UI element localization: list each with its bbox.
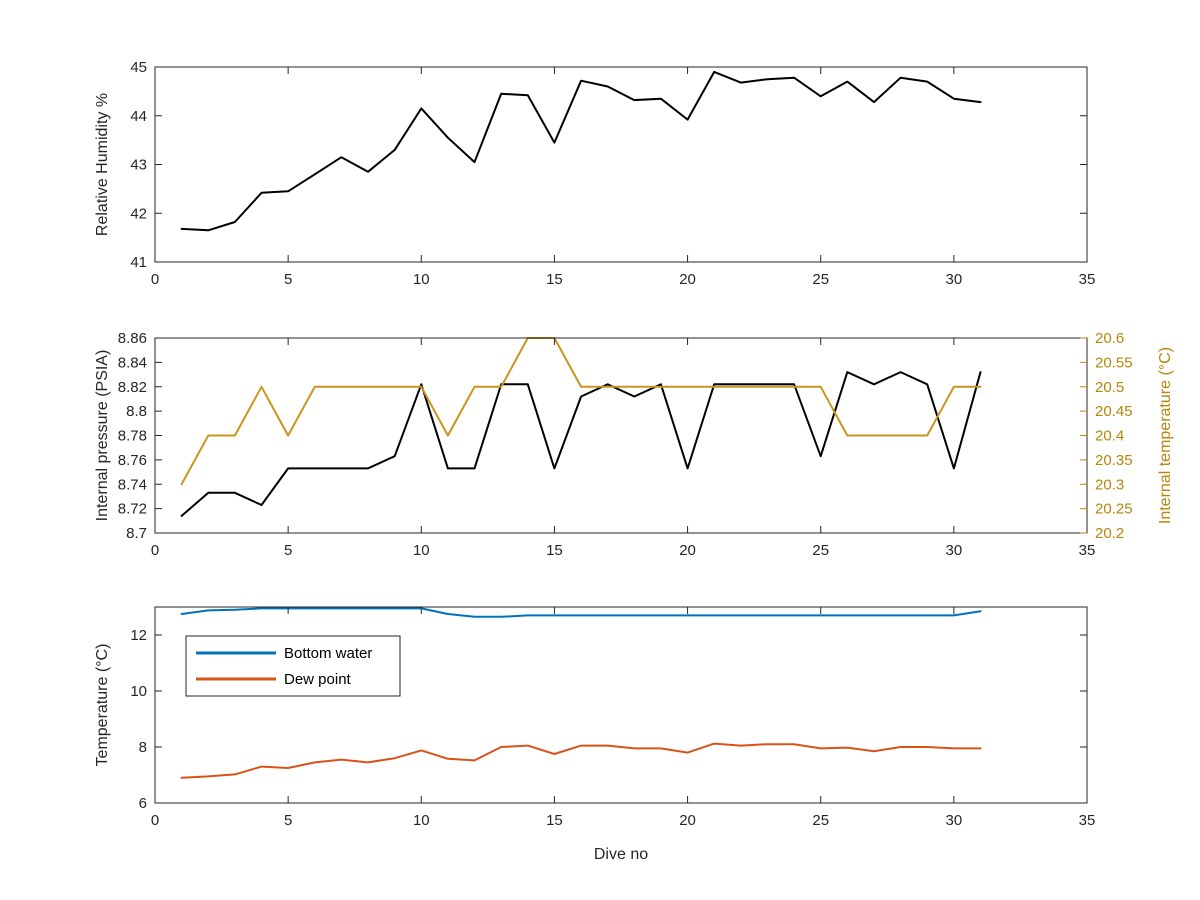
x-tick-label: 20 [679,271,696,288]
y-tick-label: 6 [139,795,147,812]
legend-box [185,635,401,697]
x-tick-label: 15 [546,271,563,288]
y-tick-label: 44 [130,108,147,125]
x-tick-label: 10 [413,271,430,288]
y2-tick-label: 20.35 [1095,452,1133,469]
x-tick-label: 25 [812,812,829,829]
y-tick-label: 8.7 [126,525,147,542]
y2-tick-label: 20.45 [1095,403,1133,420]
y-tick-label: 8.78 [118,428,147,445]
y-tick-label: 10 [130,683,147,700]
x-tick-label: 10 [413,812,430,829]
x-tick-label: 35 [1079,271,1096,288]
humidity-panel: 0 5 10 15 20 25 30 35 41 42 43 44 45 Relative Humidit… [94,59,1095,288]
x-tick-label: 15 [546,542,563,559]
y-tick-label: 12 [130,627,147,644]
y-tick-label: 8.72 [118,501,147,518]
y-tick-label: 8.76 [118,452,147,469]
plot-area-frame [154,606,1088,804]
plot-area-frame [154,66,1088,263]
x-tick-label: 5 [284,271,292,288]
y-tick-label: 8.82 [118,379,147,396]
series-line-2-0 [180,607,982,618]
legend-label: Bottom water [284,645,372,662]
y-tick-label: 8.84 [118,354,147,371]
series-line-1-1 [180,337,982,486]
legend-label: Dew point [284,671,352,688]
x-tick-label: 25 [812,542,829,559]
y-tick-label: 41 [130,254,147,271]
plot-area-frame [154,337,1088,534]
x-tick-label: 25 [812,271,829,288]
y-tick-label: 43 [130,157,147,174]
x-tick-label: 35 [1079,812,1096,829]
y-tick-label: 8.8 [126,403,147,420]
y2-tick-label: 20.55 [1095,354,1133,371]
y2-tick-label: 20.6 [1095,330,1124,347]
y-axis-label: Internal pressure (PSIA) [94,350,111,522]
series-line-0-0 [180,70,982,232]
x-tick-label: 5 [284,542,292,559]
x-tick-label: 5 [284,812,292,829]
y2-tick-label: 20.2 [1095,525,1124,542]
temperature-panel: 0 5 10 15 20 25 30 35 6 8 10 12 Temperature (°C) Dive… [94,606,1096,863]
series-line-2-1 [180,742,982,779]
x-tick-label: 10 [413,542,430,559]
x-tick-label: 35 [1079,542,1096,559]
x-tick-label: 0 [151,542,159,559]
pressure-temperature-panel: 0 5 10 15 20 25 30 35 8.7 8.72 8.74 8.76 8.78 8.8 8.82… [94,330,1174,559]
x-tick-label: 20 [679,812,696,829]
x-tick-label: 30 [946,271,963,288]
y2-tick-label: 20.4 [1095,428,1124,445]
x-axis-label: Dive no [594,846,648,863]
y-tick-label: 8.86 [118,330,147,347]
y-tick-label: 8.74 [118,476,147,493]
y-axis-label: Relative Humidity % [94,93,111,236]
x-tick-label: 15 [546,812,563,829]
x-tick-label: 30 [946,542,963,559]
y2-tick-label: 20.25 [1095,501,1133,518]
y2-axis-label: Internal temperature (°C) [1157,347,1174,524]
y-axis-label: Temperature (°C) [94,644,111,767]
y-tick-label: 45 [130,59,147,76]
x-tick-label: 0 [151,271,159,288]
series-line-1-0 [180,371,982,517]
x-tick-label: 20 [679,542,696,559]
x-tick-label: 0 [151,812,159,829]
y-tick-label: 8 [139,739,147,756]
y-tick-label: 42 [130,205,147,222]
x-tick-label: 30 [946,812,963,829]
y2-tick-label: 20.3 [1095,476,1124,493]
y2-tick-label: 20.5 [1095,379,1124,396]
